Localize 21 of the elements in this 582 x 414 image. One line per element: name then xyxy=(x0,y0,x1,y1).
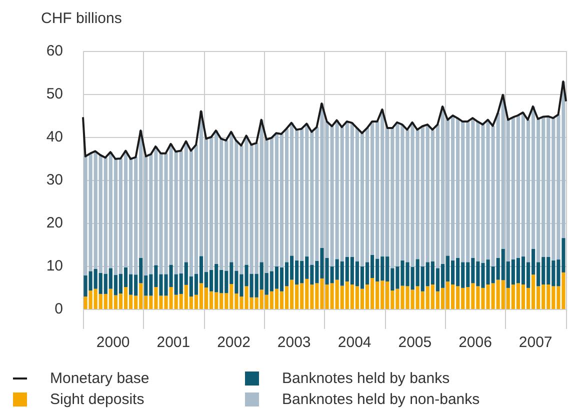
y-axis-title: CHF billions xyxy=(41,10,122,27)
y-tick-label: 30 xyxy=(46,172,63,188)
legend-label: Monetary base xyxy=(50,370,150,387)
legend-label: Banknotes held by non-banks xyxy=(282,391,480,408)
x-tick-label: 2007 xyxy=(518,334,552,351)
legend-label: Banknotes held by banks xyxy=(282,370,450,387)
y-tick-label: 20 xyxy=(46,214,63,232)
y-tick-label: 10 xyxy=(46,258,63,274)
x-tick-label: 2006 xyxy=(458,334,492,351)
y-tick-label: 40 xyxy=(46,128,63,146)
x-tick-label: 2002 xyxy=(217,334,250,351)
y-tick-label: 0 xyxy=(54,300,63,318)
x-tick-label: 2005 xyxy=(398,334,432,351)
x-tick-label: 2004 xyxy=(338,334,372,351)
line-series xyxy=(82,80,567,160)
y-tick-label: 50 xyxy=(46,86,63,102)
x-tick-label: 2001 xyxy=(156,334,190,351)
legend-label: Sight deposits xyxy=(50,391,144,408)
y-tick-label: 60 xyxy=(46,42,63,60)
x-tick-label: 2000 xyxy=(96,334,130,351)
x-tick-label: 2003 xyxy=(277,334,311,351)
